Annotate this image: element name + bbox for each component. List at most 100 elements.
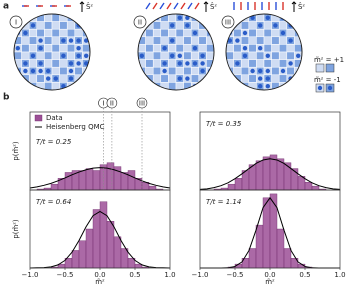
site	[28, 59, 38, 68]
state-label: III	[225, 19, 231, 27]
hole	[162, 92, 166, 96]
site	[278, 44, 288, 53]
hole	[258, 68, 263, 74]
temperature-label: T/t = 0.25	[36, 138, 72, 146]
site	[213, 82, 214, 90]
site	[138, 89, 146, 90]
site	[183, 89, 192, 90]
site	[152, 44, 162, 53]
hole	[170, 53, 175, 58]
hole	[304, 31, 308, 35]
site	[294, 21, 302, 30]
site	[59, 28, 68, 38]
hole	[23, 61, 28, 66]
site	[294, 74, 302, 83]
hole	[53, 76, 58, 81]
hole	[61, 38, 66, 43]
hole	[192, 46, 198, 51]
site	[168, 82, 177, 90]
site	[271, 66, 280, 76]
site	[152, 59, 162, 68]
site	[51, 21, 60, 30]
site	[138, 14, 146, 15]
site	[152, 28, 162, 38]
hole	[200, 53, 205, 58]
site	[240, 66, 250, 76]
site	[301, 59, 302, 68]
site	[271, 36, 280, 45]
hole	[265, 68, 270, 74]
site	[301, 36, 302, 45]
x-tick-label: −0.5	[57, 271, 74, 279]
site	[145, 36, 154, 45]
site	[263, 36, 272, 45]
site	[138, 28, 139, 38]
hole	[185, 15, 190, 20]
site	[66, 21, 76, 30]
site	[256, 14, 265, 22]
hole	[258, 46, 263, 51]
site	[14, 51, 15, 60]
hole	[38, 46, 43, 51]
site	[286, 44, 295, 53]
site	[51, 89, 60, 90]
site	[226, 66, 227, 76]
site	[198, 89, 207, 90]
bar	[78, 240, 87, 269]
hole	[23, 68, 28, 74]
hole	[92, 16, 96, 20]
hole	[200, 68, 205, 74]
site	[14, 74, 15, 83]
site	[183, 36, 192, 45]
axis-arrow	[203, 1, 209, 12]
axis-symbol: Ŝᶻ	[210, 2, 217, 11]
site	[213, 51, 214, 60]
site	[82, 74, 90, 83]
site	[240, 89, 250, 90]
lattice-border	[13, 13, 91, 91]
state-label: I	[15, 19, 17, 27]
state-badge	[133, 15, 147, 29]
site	[256, 36, 265, 45]
hole	[192, 30, 198, 36]
hole	[185, 23, 190, 28]
site	[74, 66, 83, 76]
site	[14, 74, 22, 83]
bar	[148, 185, 157, 191]
bar	[304, 181, 313, 191]
site	[59, 66, 68, 76]
site	[190, 36, 200, 45]
site	[44, 51, 53, 60]
site	[256, 51, 265, 60]
site	[44, 14, 53, 22]
hole	[250, 8, 254, 12]
site	[145, 14, 154, 22]
site	[183, 51, 192, 60]
site	[14, 51, 22, 60]
site	[256, 89, 265, 90]
x-tick-label: 0.5	[129, 271, 140, 279]
hole	[38, 38, 43, 43]
site	[74, 14, 83, 15]
site	[36, 89, 45, 90]
hole	[38, 61, 43, 66]
site	[168, 89, 177, 90]
bar	[248, 248, 257, 269]
hole	[220, 31, 224, 35]
site	[89, 36, 90, 45]
site	[89, 14, 90, 22]
site	[74, 28, 83, 38]
site	[301, 44, 302, 53]
hole	[250, 15, 255, 20]
hole	[54, 8, 58, 12]
legend-hole	[317, 85, 323, 91]
axis-arrow	[79, 1, 85, 12]
site	[213, 14, 214, 22]
legend-label: Data	[46, 114, 63, 122]
site	[286, 51, 295, 60]
hole	[273, 23, 278, 28]
site	[175, 36, 184, 45]
site	[14, 59, 15, 68]
hole	[84, 92, 88, 96]
site	[213, 66, 214, 76]
